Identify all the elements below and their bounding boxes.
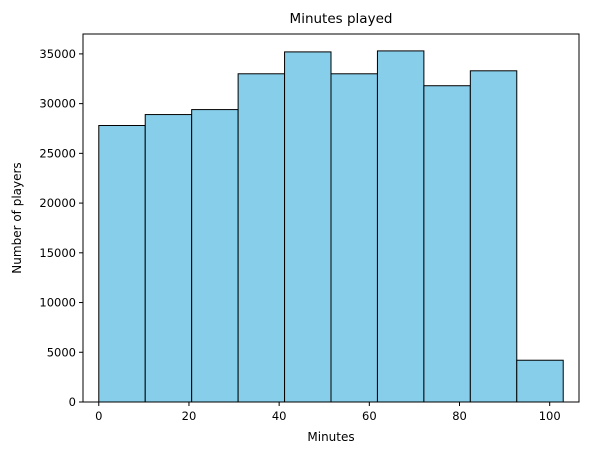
bar-2 [191,109,239,403]
y-tick-label-1: 5000 [47,345,76,359]
chart-title: Minutes played [290,11,393,27]
y-tick-label-3: 15000 [39,246,76,260]
bar-9 [516,359,564,403]
y-tick-label-7: 35000 [39,47,76,61]
y-axis-ticks: 0 5000 10000 15000 20000 25000 30000 35000 [39,47,83,409]
bar-3 [237,73,286,403]
bar-0 [98,125,146,403]
bar-5 [330,73,378,403]
x-axis-ticks: 0 20 40 60 80 100 [95,402,561,423]
y-tick-label-6: 30000 [39,97,76,111]
bar-8 [469,70,518,403]
x-tick-label-4: 80 [452,409,467,423]
bar-7 [423,85,471,403]
x-tick-label-2: 40 [272,409,287,423]
y-tick-label-4: 20000 [39,196,76,210]
x-tick-label-3: 60 [362,409,377,423]
x-tick-label-0: 0 [95,409,102,423]
x-axis-label: Minutes [307,430,354,444]
y-axis-label: Number of players [10,162,24,273]
x-tick-label-1: 20 [182,409,197,423]
bar-6 [376,50,425,403]
y-tick-label-0: 0 [69,395,76,409]
bar-4 [284,51,332,403]
plot-frame [82,33,580,403]
y-tick-label-5: 25000 [39,146,76,160]
bars-group [98,50,564,403]
y-tick-label-2: 10000 [39,296,76,310]
x-tick-label-5: 100 [539,409,561,423]
bar-1 [144,114,193,403]
